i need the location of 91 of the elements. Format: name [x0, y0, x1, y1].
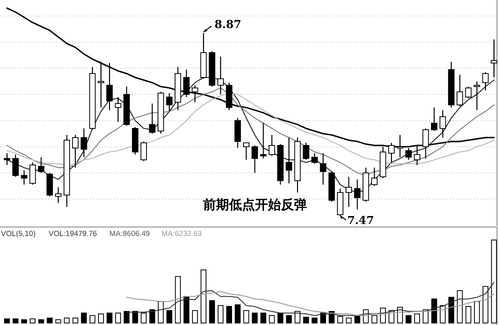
annotation: 7.47: [347, 214, 374, 227]
bar: [320, 312, 326, 324]
candlestick: [132, 126, 138, 156]
bar: [456, 290, 463, 324]
bar: [346, 318, 352, 324]
bar: [72, 318, 78, 324]
candlestick: [149, 103, 156, 134]
bar: [98, 313, 104, 324]
candlestick: [440, 110, 446, 138]
candlestick: [46, 172, 53, 197]
bar: [140, 312, 147, 324]
bar: [64, 318, 70, 324]
bar: [397, 306, 403, 324]
candlestick: [55, 186, 62, 204]
candlestick: [234, 117, 241, 149]
candlestick: [4, 152, 10, 166]
bar: [46, 318, 53, 324]
bar: [80, 312, 87, 324]
bar: [465, 306, 472, 324]
bar: [260, 312, 266, 324]
candlestick: [183, 69, 190, 98]
candlestick: [38, 156, 44, 174]
text: 8.87: [214, 18, 242, 31]
bar: [12, 318, 18, 324]
bar: [90, 315, 96, 324]
candlestick: [243, 142, 250, 160]
bar: [55, 319, 62, 324]
bar: [312, 318, 318, 324]
candlestick: [337, 188, 344, 216]
bar: [286, 315, 292, 324]
candlestick: [114, 96, 122, 122]
candlestick: [456, 74, 464, 107]
bar: [200, 269, 206, 324]
bar: [268, 315, 275, 324]
candlestick: [20, 170, 28, 186]
bar: [115, 312, 121, 324]
candlestick: [106, 62, 113, 111]
bar: [474, 301, 480, 324]
bar: [371, 315, 378, 324]
candlestick: [260, 122, 267, 159]
annotation: 前期低点开始反弹: [202, 197, 307, 213]
candlestick: [226, 82, 232, 111]
candlestick: [252, 144, 258, 174]
bar: [303, 316, 309, 324]
bar: [482, 286, 488, 324]
candlestick: [166, 92, 173, 112]
bar: [243, 310, 250, 324]
bar: [166, 310, 172, 324]
bar: [226, 306, 232, 324]
candlestick: [98, 61, 104, 108]
bar: [422, 309, 429, 324]
bar: [294, 310, 300, 324]
candlestick: [286, 137, 292, 184]
bar: [252, 312, 258, 324]
bar: [38, 319, 44, 324]
bar: [174, 276, 181, 324]
bar: [4, 318, 10, 324]
candlestick: [217, 56, 224, 95]
candlestick: [354, 178, 360, 210]
bar: [106, 312, 112, 324]
bar: [184, 296, 190, 324]
candlestick: [72, 134, 79, 168]
bar: [21, 319, 27, 324]
candlestick: [371, 167, 378, 186]
candlestick: [346, 176, 352, 208]
candlestick: [465, 86, 472, 99]
candlestick: [430, 107, 438, 132]
candlestick: [490, 39, 498, 78]
candlestick: [320, 152, 326, 186]
bar: [192, 310, 198, 324]
bar: [278, 312, 284, 324]
bar: [337, 316, 344, 324]
bar: [124, 310, 130, 324]
bar: [414, 313, 420, 324]
candlestick: [302, 142, 310, 160]
candlestick: [140, 140, 147, 162]
candlestick: [29, 162, 36, 186]
candlestick: [12, 154, 19, 178]
candlestick: [192, 84, 198, 103]
bar: [209, 300, 215, 324]
bar: [132, 310, 138, 324]
bar: [406, 315, 412, 324]
bar: [234, 304, 241, 324]
bar: [218, 305, 224, 324]
bar: [30, 318, 36, 324]
candlestick: [80, 128, 88, 158]
bar: [491, 240, 497, 324]
candlestick: [482, 72, 489, 92]
candlestick: [474, 80, 480, 111]
candlestick: [311, 152, 318, 164]
candlestick: [268, 134, 276, 156]
